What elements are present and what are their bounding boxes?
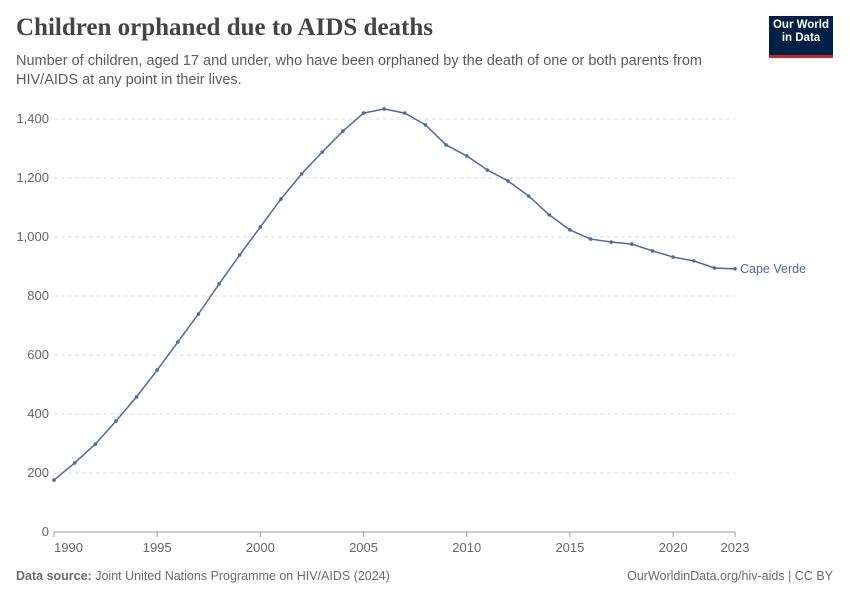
y-tick-label: 800 (27, 288, 49, 303)
source-label: Data source: (16, 569, 92, 583)
data-point (382, 107, 386, 111)
x-tick-label: 2020 (659, 540, 688, 555)
owid-logo[interactable]: Our World in Data (769, 16, 833, 58)
y-tick-label: 400 (27, 406, 49, 421)
data-point (258, 225, 263, 229)
data-point (320, 150, 325, 154)
data-point (485, 168, 490, 172)
x-tick-label: 2000 (246, 540, 275, 555)
data-point (237, 253, 242, 257)
data-point (464, 154, 469, 158)
data-point (609, 240, 613, 244)
data-point (217, 282, 221, 286)
data-source: Data source: Joint United Nations Progra… (16, 569, 390, 583)
data-point (341, 129, 345, 133)
y-tick-label: 600 (27, 347, 49, 362)
x-tick-label: 2005 (349, 540, 378, 555)
data-point (134, 395, 139, 399)
data-point (671, 255, 675, 259)
logo-line-2: in Data (781, 32, 821, 44)
data-point (650, 249, 655, 253)
series-line (53, 108, 736, 481)
x-tick-label: 2023 (721, 540, 750, 555)
data-point (691, 259, 696, 263)
data-point (176, 340, 180, 344)
data-point (403, 111, 407, 115)
x-tick-label: 2015 (555, 540, 584, 555)
data-point (114, 419, 118, 423)
data-point (712, 266, 717, 270)
logo-line-1: Our World (772, 19, 829, 31)
x-tick-label: 2010 (452, 540, 481, 555)
data-point (568, 228, 572, 232)
data-point (93, 442, 98, 446)
y-tick-label: 1,000 (16, 229, 49, 244)
x-tick-label: 1990 (54, 540, 83, 555)
data-point (279, 197, 283, 201)
data-point (444, 143, 448, 147)
data-point (630, 242, 634, 246)
data-point (299, 172, 304, 176)
series-label: Cape Verde (740, 262, 806, 276)
data-point (72, 461, 77, 465)
data-point (733, 267, 737, 271)
y-tick-label: 200 (27, 465, 49, 480)
data-point (423, 123, 428, 127)
footer-url[interactable]: OurWorldinData.org/hiv-aids | CC BY (627, 569, 833, 583)
chart-title: Children orphaned due to AIDS deaths (16, 14, 434, 41)
y-tick-label: 1,200 (16, 170, 49, 185)
data-point (361, 111, 366, 115)
y-tick-label: 1,400 (16, 111, 49, 126)
source-text: Joint United Nations Programme on HIV/AI… (95, 569, 390, 583)
data-point (506, 179, 510, 183)
data-point (547, 213, 552, 217)
chart-subtitle: Number of children, aged 17 and under, w… (16, 53, 703, 88)
data-point (588, 237, 593, 241)
y-tick-label: 0 (42, 524, 49, 539)
data-point (526, 194, 531, 198)
data-point (155, 368, 159, 372)
data-point (52, 478, 56, 482)
x-tick-label: 1995 (143, 540, 172, 555)
data-point (196, 312, 201, 316)
